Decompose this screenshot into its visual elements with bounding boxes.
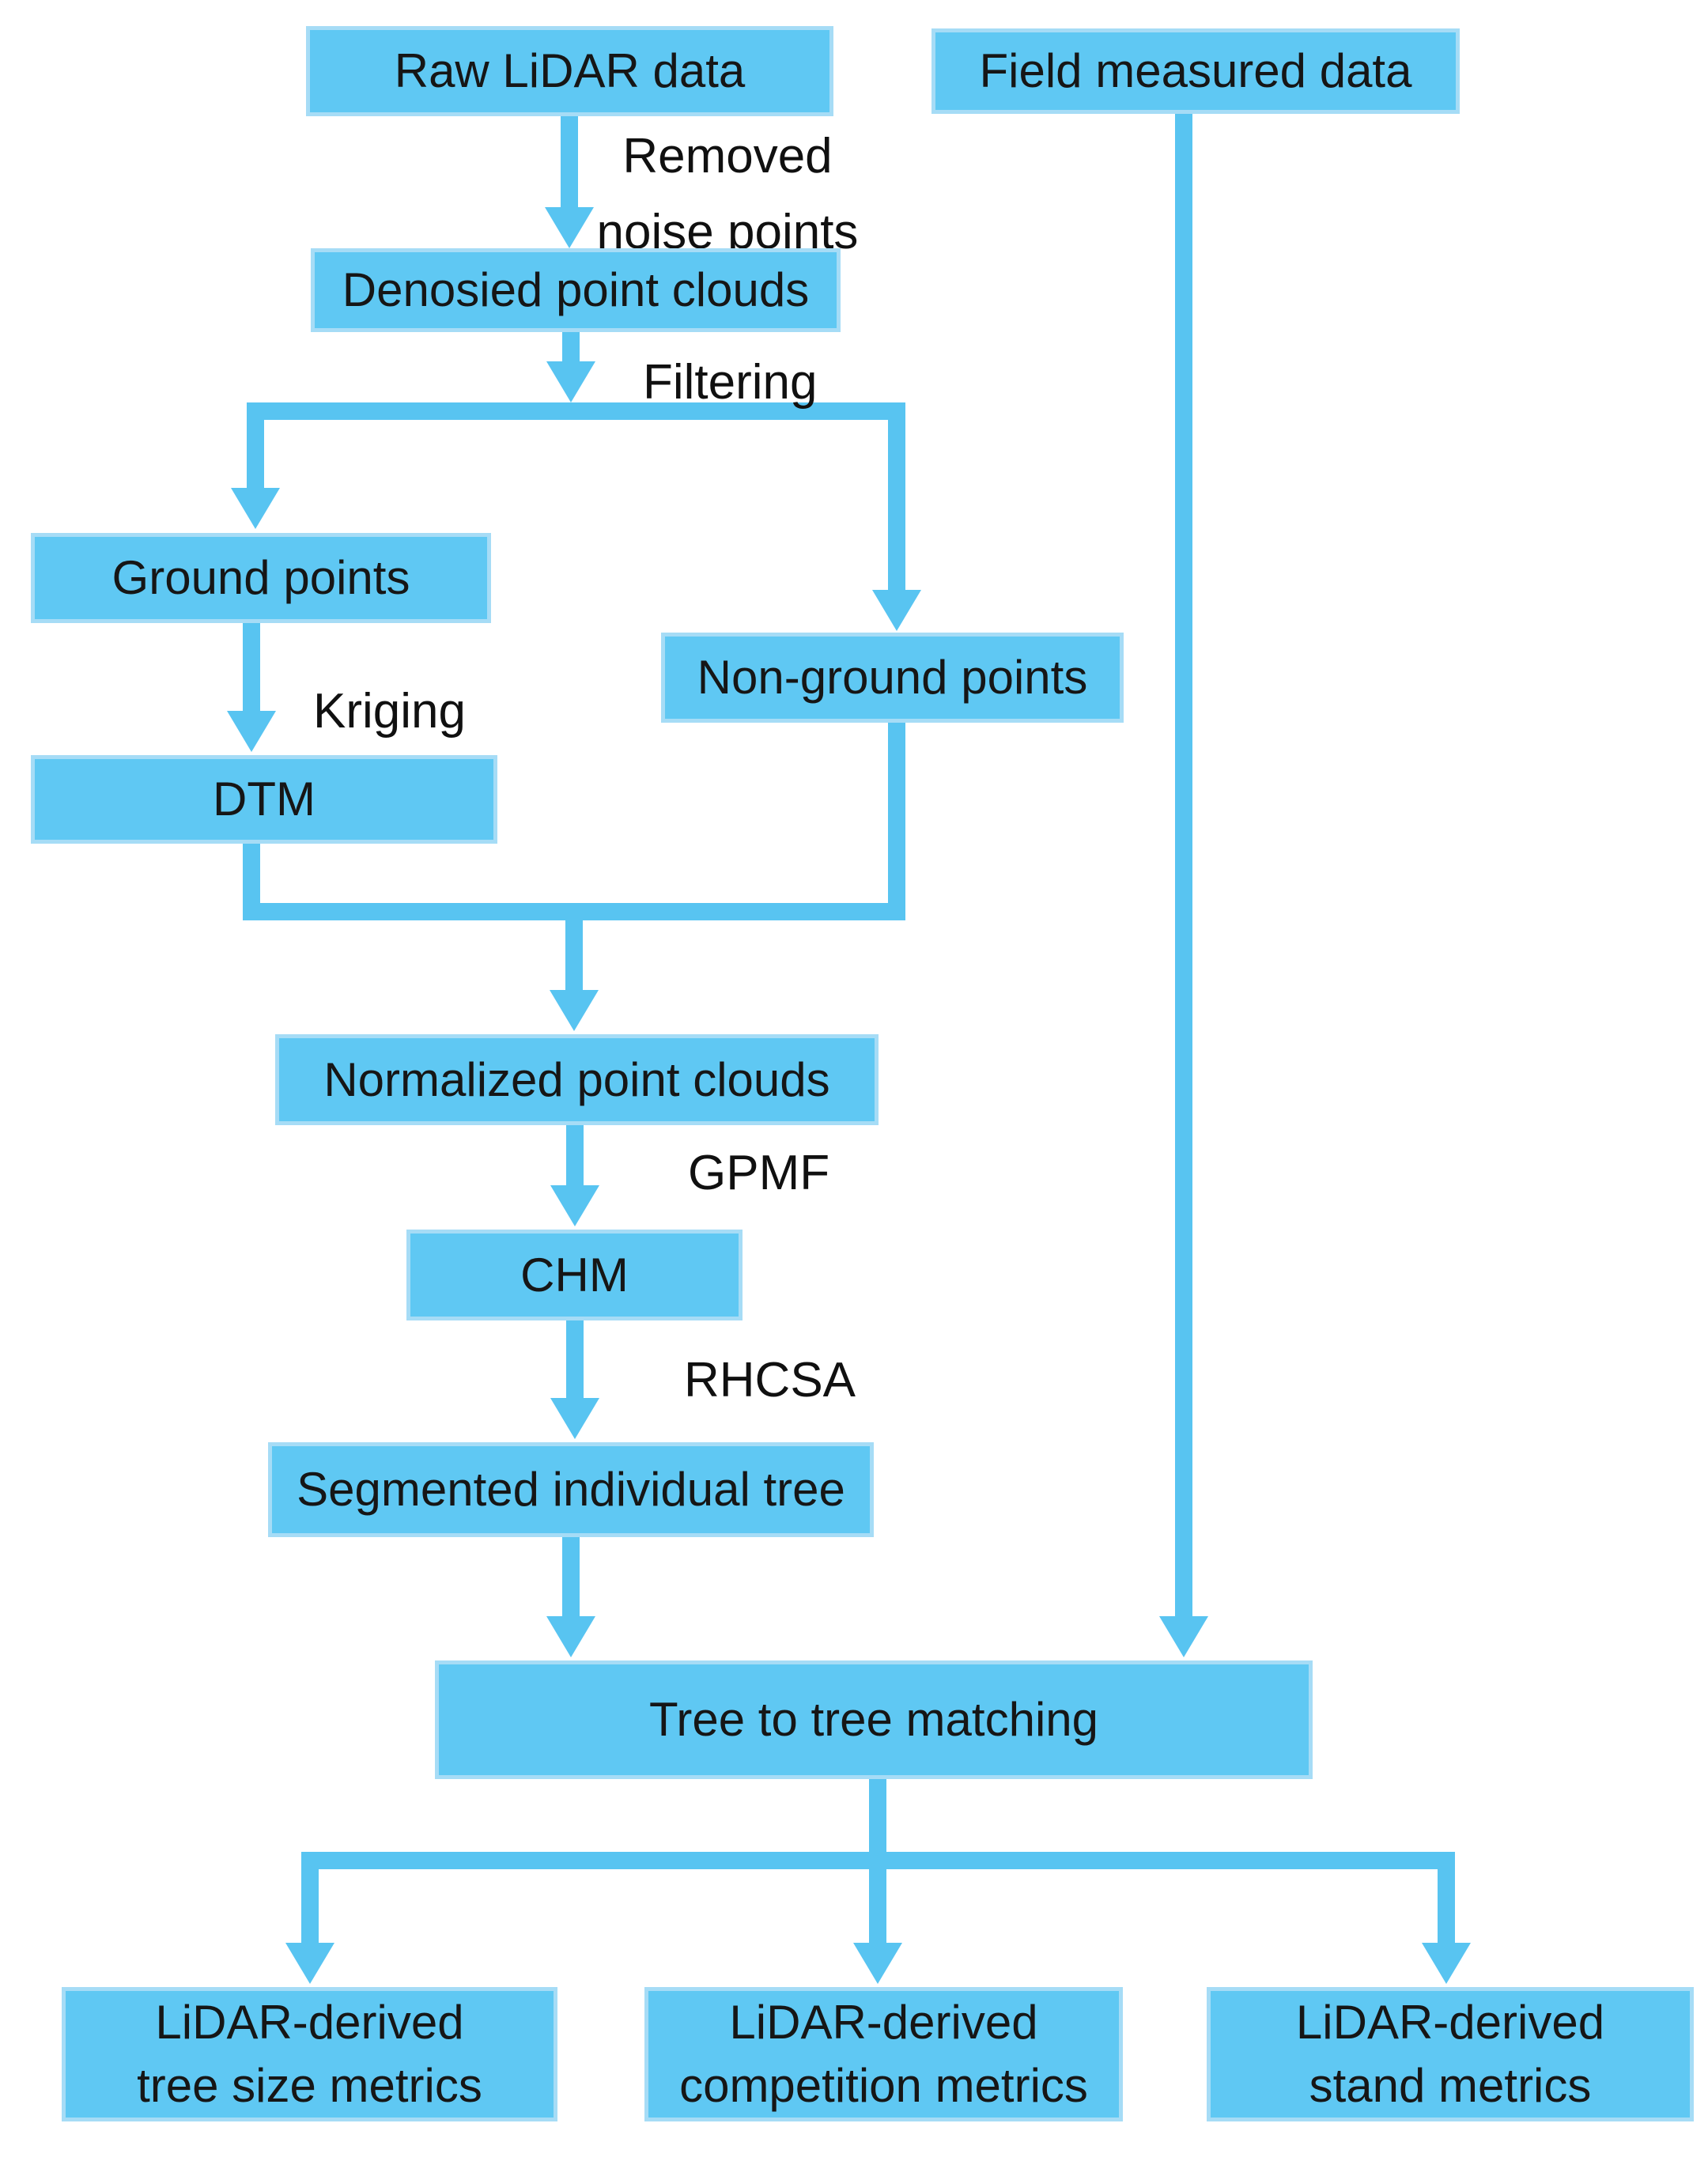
- node-label-line: competition metrics: [679, 2059, 1088, 2112]
- node-label-line: LiDAR-derived: [1295, 1996, 1605, 2049]
- node-dtm: DTM: [31, 755, 497, 844]
- arrowhead-down-icon: [227, 711, 276, 752]
- connector-split-to-nonground: [888, 402, 905, 593]
- node-label-line: LiDAR-derived: [729, 1996, 1038, 2049]
- arrowhead-down-icon: [231, 488, 280, 529]
- node-normalized-point-clouds: Normalized point clouds: [275, 1034, 879, 1125]
- edge-label-kriging: Kriging: [313, 684, 466, 739]
- edge-label-rhcsa: RHCSA: [684, 1353, 856, 1407]
- connector-to-tree-size: [301, 1852, 319, 1946]
- arrowhead-down-icon: [545, 207, 594, 248]
- node-ground-points: Ground points: [31, 533, 491, 623]
- connector-dtm-to-merge: [243, 844, 260, 920]
- connector-merge-to-normalized: [565, 912, 583, 993]
- connector-to-stand: [1438, 1852, 1455, 1946]
- node-non-ground-points: Non-ground points: [661, 633, 1124, 723]
- node-label-line: stand metrics: [1309, 2059, 1592, 2112]
- arrowhead-down-icon: [1159, 1616, 1208, 1657]
- arrowhead-down-icon: [546, 1616, 595, 1657]
- edge-label-filtering: Filtering: [643, 355, 818, 410]
- connector-raw-to-denoised: [561, 116, 578, 210]
- arrowhead-down-icon: [285, 1943, 334, 1984]
- node-lidar-competition-metrics: LiDAR-derived competition metrics: [644, 1987, 1123, 2121]
- node-raw-lidar-data: Raw LiDAR data: [306, 26, 833, 116]
- node-denoised-point-clouds: Denosied point clouds: [311, 248, 841, 332]
- node-field-measured-data: Field measured data: [931, 28, 1460, 114]
- arrowhead-down-icon: [550, 1185, 599, 1226]
- arrowhead-down-icon: [550, 1398, 599, 1439]
- connector-denoised-to-split: [562, 332, 580, 365]
- edge-label-gpmf: GPMF: [688, 1146, 830, 1200]
- connector-nonground-to-merge: [888, 723, 905, 920]
- connector-normalized-to-chm: [566, 1125, 584, 1188]
- arrowhead-down-icon: [1422, 1943, 1471, 1984]
- node-label-line: tree size metrics: [137, 2059, 482, 2112]
- connector-split-horizontal: [247, 402, 905, 420]
- connector-field-to-matching: [1175, 113, 1192, 1619]
- node-tree-to-tree-matching: Tree to tree matching: [435, 1660, 1313, 1779]
- connector-segmented-to-matching: [562, 1537, 580, 1619]
- node-lidar-tree-size-metrics: LiDAR-derived tree size metrics: [62, 1987, 557, 2121]
- arrowhead-down-icon: [853, 1943, 902, 1984]
- arrowhead-down-icon: [550, 990, 599, 1031]
- connector-ground-to-dtm: [243, 623, 260, 714]
- node-label-line: LiDAR-derived: [155, 1996, 464, 2049]
- node-chm: CHM: [406, 1230, 743, 1320]
- connector-chm-to-segmented: [566, 1320, 584, 1401]
- node-segmented-individual-tree: Segmented individual tree: [268, 1442, 874, 1537]
- connector-split-to-ground: [247, 402, 264, 491]
- edge-label-line: Removed: [622, 129, 833, 183]
- arrowhead-down-icon: [872, 590, 921, 631]
- node-lidar-stand-metrics: LiDAR-derived stand metrics: [1207, 1987, 1694, 2121]
- arrowhead-down-icon: [546, 361, 595, 402]
- connector-distribution-horizontal: [301, 1852, 1455, 1869]
